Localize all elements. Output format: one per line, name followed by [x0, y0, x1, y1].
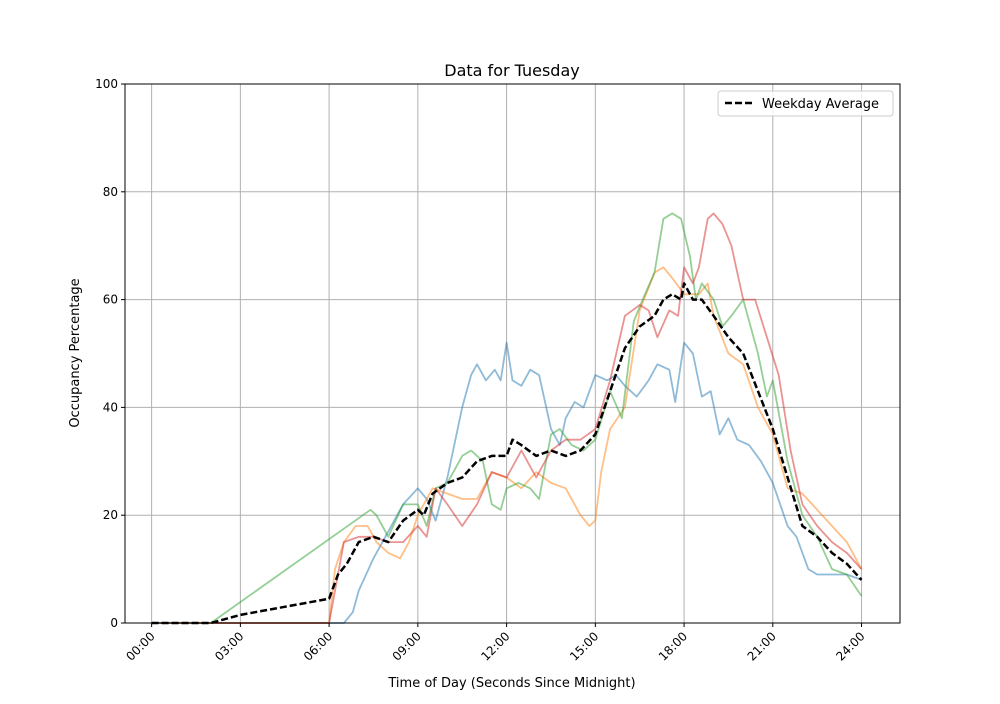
- plot-frame: [124, 83, 901, 624]
- y-axis-ticks: 0 20 40 60 80 100: [95, 77, 125, 630]
- y-tick-label: 0: [110, 616, 118, 630]
- x-tick-label: 21:00: [745, 629, 779, 663]
- series-line-2: [151, 266, 863, 624]
- x-axis-ticks: 00:00 03:00 06:00 09:00 12:00 15:00 18:00 21:00…: [123, 623, 868, 664]
- y-axis-label: Occupancy Percentage: [68, 278, 83, 427]
- legend-box: [717, 90, 894, 117]
- y-tick-label: 60: [103, 293, 118, 307]
- legend: Weekday Average: [717, 90, 894, 117]
- y-tick-label: 20: [103, 508, 118, 522]
- x-tick-label: 15:00: [567, 629, 601, 663]
- y-tick-label: 100: [95, 77, 118, 91]
- y-tick-label: 40: [103, 400, 118, 414]
- x-tick-label: 18:00: [656, 629, 690, 663]
- series-line-4: [151, 212, 863, 624]
- x-tick-label: 24:00: [833, 629, 867, 663]
- grid: [125, 83, 900, 624]
- x-tick-label: 06:00: [301, 629, 335, 663]
- chart-title: Data for Tuesday: [444, 61, 579, 80]
- y-tick-label: 80: [103, 185, 118, 199]
- x-axis-label: Time of Day (Seconds Since Midnight): [387, 676, 635, 691]
- series-lines: [151, 212, 863, 625]
- x-tick-label: 12:00: [478, 629, 512, 663]
- x-tick-label: 00:00: [123, 629, 157, 663]
- x-tick-label: 03:00: [212, 629, 246, 663]
- series-line-weekday-average: [151, 282, 863, 625]
- legend-label-weekday-average: Weekday Average: [762, 97, 879, 112]
- x-tick-label: 09:00: [390, 629, 424, 663]
